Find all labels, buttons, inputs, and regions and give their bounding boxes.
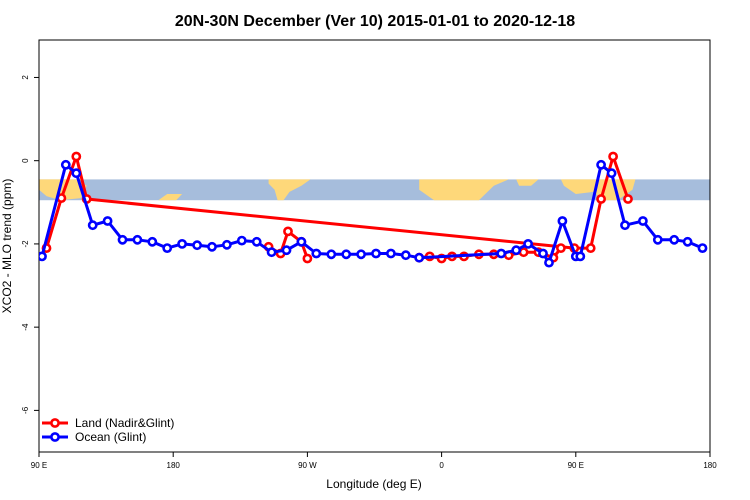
data-point [192, 240, 202, 251]
data-point [620, 220, 630, 231]
data-point [606, 168, 617, 179]
data-point [296, 236, 307, 247]
data-point [414, 252, 425, 263]
data-point [511, 245, 522, 256]
data-point [356, 249, 366, 260]
data-point [162, 243, 173, 253]
y-tick-label: -6 [21, 406, 30, 414]
map-land-2 [268, 179, 311, 201]
data-point [518, 247, 529, 258]
data-point [71, 151, 82, 162]
data-point [326, 249, 337, 260]
data-point [652, 234, 663, 245]
data-point [557, 216, 568, 226]
x-tick-label: 90 E [31, 461, 47, 470]
data-point [102, 216, 113, 226]
data-point [71, 168, 82, 179]
map-land-3 [419, 179, 509, 201]
data-point [236, 235, 247, 246]
y-tick-label: 0 [21, 158, 30, 163]
data-point [638, 216, 648, 226]
data-point [669, 234, 680, 245]
data-point [132, 234, 143, 245]
data-point [251, 236, 262, 247]
plot-frame [38, 39, 711, 453]
data-point [585, 243, 596, 253]
legend-label: Land (Nadir&Glint) [75, 416, 174, 430]
data-point [311, 248, 322, 259]
data-point [39, 251, 47, 262]
data-point [623, 194, 633, 204]
y-axis-label: XCO2 - MLO trend (ppm) [0, 179, 14, 314]
map-ocean [39, 179, 710, 201]
map-land-4 [516, 179, 539, 186]
legend: Land (Nadir&Glint)Ocean (Glint) [42, 416, 174, 444]
data-point [523, 238, 533, 249]
x-axis-label: Longitude (deg E) [326, 477, 421, 491]
y-tick-label: 2 [21, 75, 30, 80]
data-point [266, 247, 277, 258]
x-axis: 90 E 180 90 W 0 90 E 180 [31, 452, 717, 470]
data-point [682, 236, 693, 247]
data-point [221, 239, 232, 250]
data-point [371, 248, 381, 259]
data-point [177, 238, 187, 249]
data-point [538, 248, 548, 259]
series-line [45, 155, 630, 250]
y-axis: 2 0 -2 -4 -6 [21, 75, 39, 414]
data-point [400, 250, 411, 261]
map-land-1 [158, 194, 183, 201]
data-point [556, 243, 566, 253]
data-point [87, 220, 98, 231]
data-point [596, 194, 606, 204]
data-point [281, 245, 292, 256]
data-point [608, 151, 618, 162]
data-point [697, 243, 708, 253]
x-tick-label: 180 [167, 461, 181, 470]
series-3 [39, 159, 708, 268]
legend-marker [50, 418, 60, 428]
x-tick-label: 90 W [298, 461, 317, 470]
data-point [283, 226, 293, 237]
y-tick-label: -2 [21, 240, 30, 248]
data-point [207, 241, 217, 252]
data-point [596, 159, 606, 170]
data-point [544, 257, 554, 268]
data-point [302, 253, 313, 264]
data-point [341, 249, 352, 260]
chart-title: 20N-30N December (Ver 10) 2015-01-01 to … [175, 13, 575, 30]
legend-marker [50, 432, 60, 442]
x-tick-label: 0 [439, 461, 444, 470]
data-point [575, 251, 586, 262]
data-point [496, 248, 507, 259]
data-point [147, 236, 158, 247]
series-0 [41, 151, 633, 253]
data-point [60, 159, 71, 170]
x-tick-label: 90 E [568, 461, 584, 470]
data-point [385, 248, 396, 259]
y-tick-label: -4 [21, 323, 30, 331]
series-layer [39, 151, 708, 268]
legend-label: Ocean (Glint) [75, 430, 146, 444]
world-map-band [39, 179, 710, 201]
x-tick-label: 180 [703, 461, 717, 470]
data-point [117, 234, 128, 245]
